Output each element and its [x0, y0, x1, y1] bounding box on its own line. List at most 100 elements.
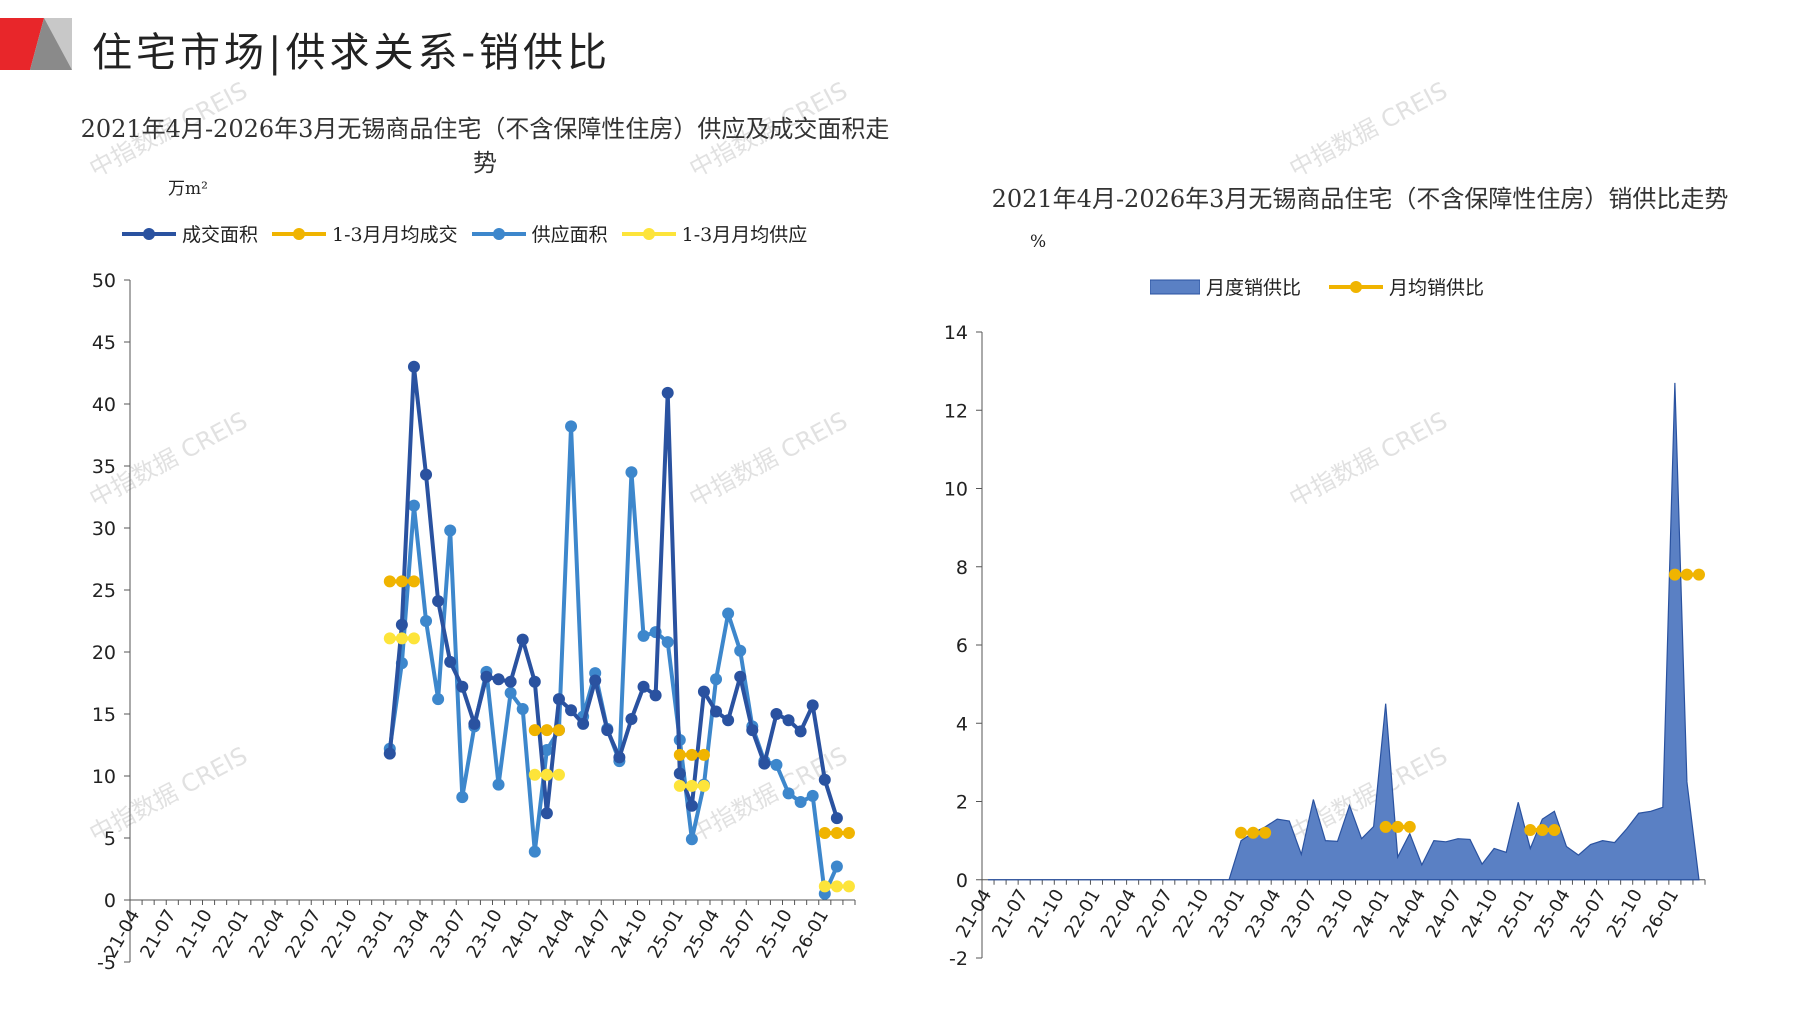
- data-point: [613, 751, 626, 764]
- data-point: [830, 880, 843, 893]
- y-tick-label: 25: [92, 580, 116, 602]
- y-tick-label: 4: [956, 713, 968, 735]
- data-point: [734, 644, 747, 657]
- data-point: [697, 748, 710, 761]
- y-tick-label: 12: [944, 400, 968, 422]
- y-tick-label: -5: [97, 952, 116, 974]
- data-point: [504, 686, 517, 699]
- data-point: [420, 468, 433, 481]
- right-area-chart: -20246810121421-0421-0721-1022-0122-0422…: [944, 322, 1706, 970]
- data-point: [818, 880, 831, 893]
- left-chart-unit: 万m²: [168, 179, 208, 199]
- data-point: [697, 685, 710, 698]
- data-point: [1536, 824, 1549, 837]
- brand-logo-icon: [0, 18, 72, 70]
- data-point: [782, 787, 795, 800]
- y-tick-label: -2: [949, 948, 968, 970]
- x-tick-label: 24-01: [1350, 886, 1394, 942]
- data-point: [806, 789, 819, 802]
- data-point: [395, 618, 408, 631]
- data-point: [589, 674, 602, 687]
- data-point: [407, 632, 420, 645]
- y-tick-label: 10: [944, 479, 968, 501]
- x-tick-label: 26-01: [789, 906, 833, 962]
- y-tick-label: 15: [92, 704, 116, 726]
- data-point: [432, 693, 445, 706]
- x-tick-label: 24-04: [1386, 886, 1430, 942]
- data-point: [685, 779, 698, 792]
- y-tick-label: 14: [944, 322, 968, 344]
- x-tick-label: 24-10: [1458, 886, 1502, 942]
- data-point: [685, 748, 698, 761]
- data-point: [1668, 568, 1681, 581]
- y-tick-label: 35: [92, 456, 116, 478]
- data-point: [722, 714, 735, 727]
- legend-swatch-icon: [272, 227, 327, 240]
- legend-swatch-icon: [1329, 280, 1384, 293]
- legend-item: 成交面积: [122, 220, 258, 247]
- x-tick-label: 24-10: [608, 906, 652, 962]
- x-tick-label: 24-07: [571, 906, 615, 962]
- x-tick-label: 22-07: [281, 906, 325, 962]
- x-tick-label: 21-04: [952, 886, 996, 942]
- data-point: [565, 420, 578, 433]
- data-point: [1548, 824, 1561, 837]
- x-tick-label: 22-10: [318, 906, 362, 962]
- data-point: [552, 768, 565, 781]
- x-tick-label: 25-07: [1567, 886, 1611, 942]
- x-tick-label: 25-04: [680, 906, 724, 962]
- data-point: [444, 655, 457, 668]
- legend-item: 供应面积: [471, 220, 608, 247]
- data-point: [383, 632, 396, 645]
- x-tick-label: 23-10: [463, 906, 507, 962]
- data-point: [456, 791, 469, 804]
- y-tick-label: 20: [92, 642, 116, 664]
- data-point: [1524, 824, 1537, 837]
- data-point: [395, 575, 408, 588]
- x-tick-label: 23-10: [1314, 886, 1358, 942]
- data-point: [1247, 826, 1260, 839]
- data-point: [649, 689, 662, 702]
- data-point: [1692, 568, 1705, 581]
- data-point: [420, 615, 433, 627]
- data-point: [818, 773, 831, 786]
- y-tick-label: 45: [92, 332, 116, 354]
- x-tick-label: 24-07: [1422, 886, 1466, 942]
- y-tick-label: 10: [92, 766, 116, 788]
- legend-swatch-icon: [122, 227, 176, 240]
- data-point: [782, 714, 795, 727]
- y-tick-label: 50: [92, 270, 116, 292]
- data-point: [552, 724, 565, 737]
- data-point: [770, 758, 783, 771]
- data-point: [407, 499, 420, 512]
- y-tick-label: 8: [956, 557, 968, 579]
- data-point: [504, 675, 517, 688]
- data-point: [1379, 820, 1392, 833]
- data-point: [818, 827, 831, 840]
- page-header: 住宅市场|供求关系-销供比: [0, 0, 1797, 100]
- series-line: [387, 424, 839, 896]
- data-point: [407, 360, 420, 373]
- x-tick-label: 23-01: [354, 906, 398, 962]
- data-point: [625, 466, 638, 479]
- data-point: [528, 675, 541, 688]
- data-point: [758, 757, 771, 770]
- data-point: [685, 833, 698, 846]
- data-point: [1391, 820, 1404, 833]
- legend-item: 1-3月月均供应: [621, 220, 807, 247]
- left-chart-legend: 成交面积 1-3月月均成交 供应面积 1-3月月均供应: [122, 220, 821, 247]
- x-tick-label: 22-01: [1060, 886, 1104, 942]
- data-point: [383, 747, 396, 760]
- data-point: [673, 748, 686, 761]
- data-point: [516, 633, 529, 646]
- x-tick-label: 24-01: [499, 906, 543, 962]
- legend-label: 月均销供比: [1389, 277, 1485, 299]
- x-tick-label: 25-10: [753, 906, 797, 962]
- y-tick-label: 2: [956, 792, 968, 814]
- legend-label: 月度销供比: [1206, 277, 1302, 299]
- data-point: [516, 703, 529, 716]
- x-tick-label: 21-07: [136, 906, 180, 962]
- data-point: [565, 704, 578, 717]
- x-tick-label: 22-10: [1169, 886, 1213, 942]
- data-point: [830, 827, 843, 840]
